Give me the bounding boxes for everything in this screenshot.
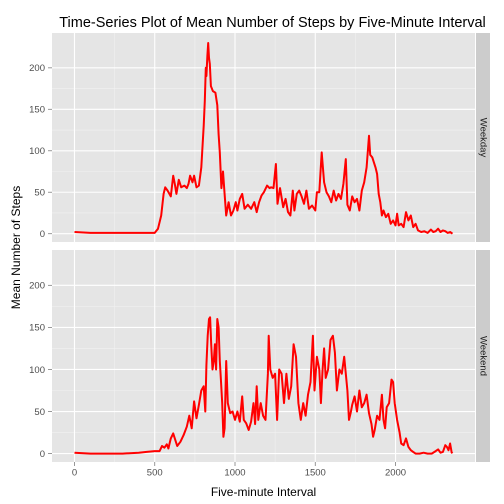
y-tick-label: 150	[29, 323, 45, 334]
y-tick-label: 100	[29, 146, 45, 157]
y-tick-label: 0	[40, 449, 45, 460]
panel-weekend: 0 50 100 150 200 Weekend	[29, 250, 490, 462]
strip-label-weekend: Weekend	[478, 336, 489, 376]
strip-background	[476, 33, 490, 242]
y-tick-label: 200	[29, 63, 45, 74]
major-gridlines	[52, 250, 475, 462]
y-tick-label: 100	[29, 365, 45, 376]
x-axis-ticks: 0 500 1000 1500 2000	[72, 462, 406, 479]
panel-background	[52, 250, 475, 462]
y-tick-label: 50	[34, 407, 45, 418]
y-axis-ticks: 0 50 100 150 200	[29, 63, 52, 240]
strip-label-weekday: Weekday	[478, 118, 489, 158]
series-line-weekday	[74, 42, 454, 235]
x-tick-label: 1000	[224, 468, 245, 479]
x-tick-label: 2000	[385, 468, 406, 479]
facet-panels: 0 50 100 150 200 Weekday 0 50 100 150 200 Weekend	[29, 33, 490, 462]
y-tick-label: 50	[34, 188, 45, 199]
x-tick-label: 0	[72, 468, 77, 479]
chart-title: Time-Series Plot of Mean Number of Steps…	[59, 15, 486, 31]
x-axis-title: Five-minute Interval	[211, 485, 316, 499]
panel-weekday: 0 50 100 150 200 Weekday	[29, 33, 490, 242]
y-axis-title: Mean Number of Steps	[9, 186, 23, 309]
y-tick-label: 150	[29, 105, 45, 116]
y-tick-label: 0	[40, 229, 45, 240]
x-tick-label: 500	[147, 468, 163, 479]
panel-background	[52, 33, 475, 242]
y-axis-ticks: 0 50 100 150 200	[29, 281, 52, 460]
minor-gridlines	[52, 250, 475, 462]
strip-background	[476, 250, 490, 462]
y-tick-label: 200	[29, 281, 45, 292]
x-tick-label: 1500	[305, 468, 326, 479]
major-gridlines	[52, 33, 475, 242]
series-line-weekend	[74, 316, 454, 455]
